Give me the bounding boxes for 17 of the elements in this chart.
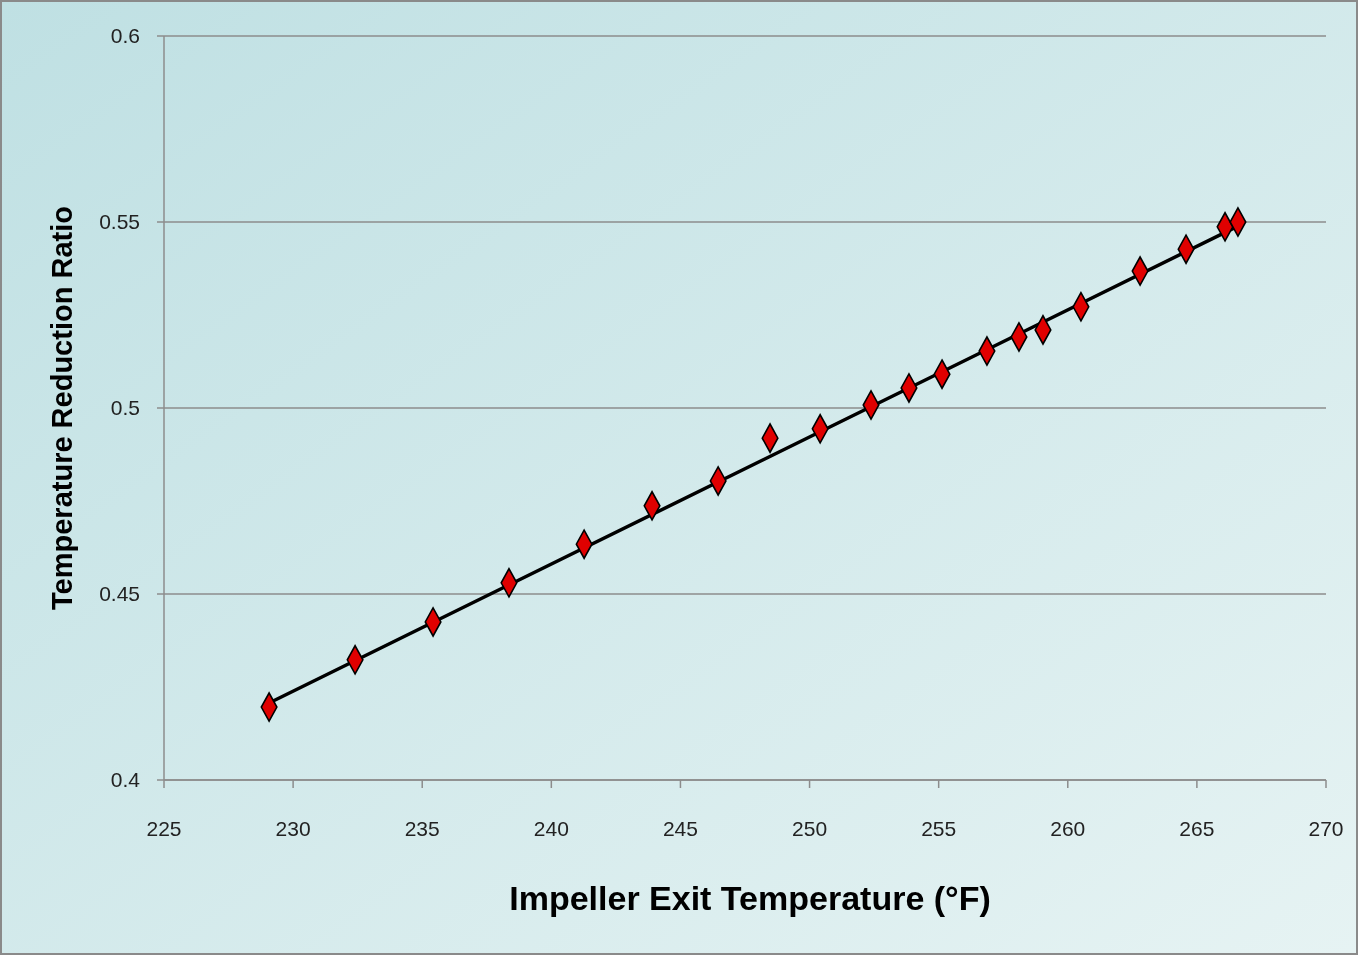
x-tick-label: 260 (1050, 817, 1086, 840)
x-tick-label: 240 (533, 817, 569, 840)
x-tick-label: 235 (404, 817, 440, 840)
x-tick-label: 230 (275, 817, 311, 840)
x-axis-title: Impeller Exit Temperature (°F) (509, 879, 991, 917)
y-tick-label: 0.45 (99, 582, 140, 606)
y-tick-label: 0.4 (110, 768, 141, 792)
y-axis-title: Temperature Reduction Ratio (46, 206, 78, 610)
x-tick-label: 270 (1308, 817, 1344, 840)
x-tick-label: 265 (1179, 817, 1215, 840)
x-tick-label: 250 (792, 817, 828, 840)
x-tick-label: 255 (921, 817, 957, 840)
y-tick-label: 0.55 (99, 210, 140, 234)
x-tick-label: 245 (662, 817, 698, 840)
x-tick-label: 225 (146, 817, 182, 840)
y-tick-label: 0.6 (110, 24, 140, 48)
y-tick-label: 0.5 (110, 396, 140, 420)
